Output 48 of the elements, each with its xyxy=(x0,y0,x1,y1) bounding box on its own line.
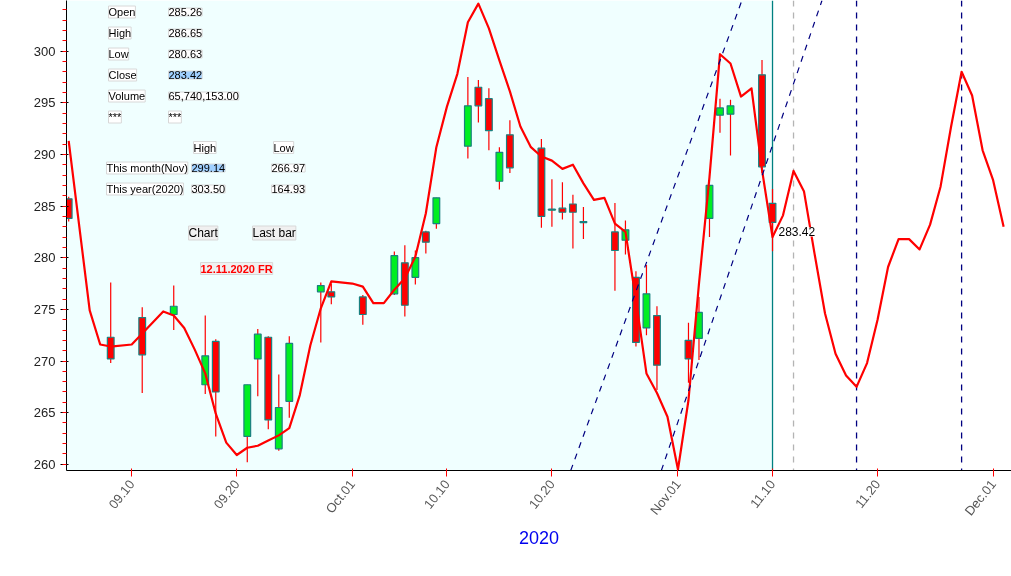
candlestick xyxy=(169,285,178,331)
annotation: Chart xyxy=(188,226,219,240)
annotation: 299.14 xyxy=(191,162,226,174)
annotation: 286.65 xyxy=(168,27,203,39)
y-tick-label: 290 xyxy=(33,146,56,162)
candlestick xyxy=(316,281,325,344)
y-tick-label: 285 xyxy=(33,198,56,214)
annotation: 303.50 xyxy=(191,183,226,195)
annotation: 283.42 xyxy=(778,225,816,240)
annotation: 283.42 xyxy=(168,69,203,81)
annotation: *** xyxy=(168,111,183,123)
annotation: Low xyxy=(273,141,294,154)
candlestick xyxy=(684,322,693,384)
candlestick xyxy=(327,282,336,305)
y-tick-label: 280 xyxy=(33,250,56,266)
candlestick xyxy=(558,181,567,221)
annotation: Volume xyxy=(108,90,146,102)
y-tick-label: 270 xyxy=(33,353,56,369)
annotation: High xyxy=(193,141,217,154)
annotation: 164.93 xyxy=(271,183,306,195)
annotation: 12.11.2020 FR xyxy=(200,262,273,275)
annotation: This year(2020) xyxy=(106,183,184,195)
y-tick-label: 300 xyxy=(33,43,56,59)
annotation: *** xyxy=(108,111,123,123)
candlestick xyxy=(358,294,367,326)
annotation: 285.26 xyxy=(168,6,203,18)
candlestick xyxy=(474,79,483,123)
annotation: Low xyxy=(108,48,129,60)
candlestick xyxy=(106,281,115,364)
y-tick-label: 275 xyxy=(33,301,56,317)
candlestick xyxy=(568,194,577,250)
annotation: 65,740,153.00 xyxy=(168,90,239,102)
y-tick-label: 295 xyxy=(33,95,56,111)
candlestick xyxy=(716,98,724,134)
candlestick xyxy=(547,178,556,228)
candlestick xyxy=(726,99,735,157)
annotation: High xyxy=(108,27,132,39)
x-axis-title: 2020 xyxy=(518,528,560,549)
annotation: This month(Nov) xyxy=(106,162,188,174)
annotation: Last bar xyxy=(252,226,296,240)
annotation: 280.63 xyxy=(168,48,203,60)
candlestick xyxy=(610,202,619,292)
annotation: 266.97 xyxy=(271,162,306,174)
candlestick xyxy=(579,206,588,240)
y-tick-label: 265 xyxy=(33,405,56,421)
annotation: Open xyxy=(108,6,136,18)
annotation: Close xyxy=(108,69,137,81)
y-tick-label: 260 xyxy=(33,456,56,472)
